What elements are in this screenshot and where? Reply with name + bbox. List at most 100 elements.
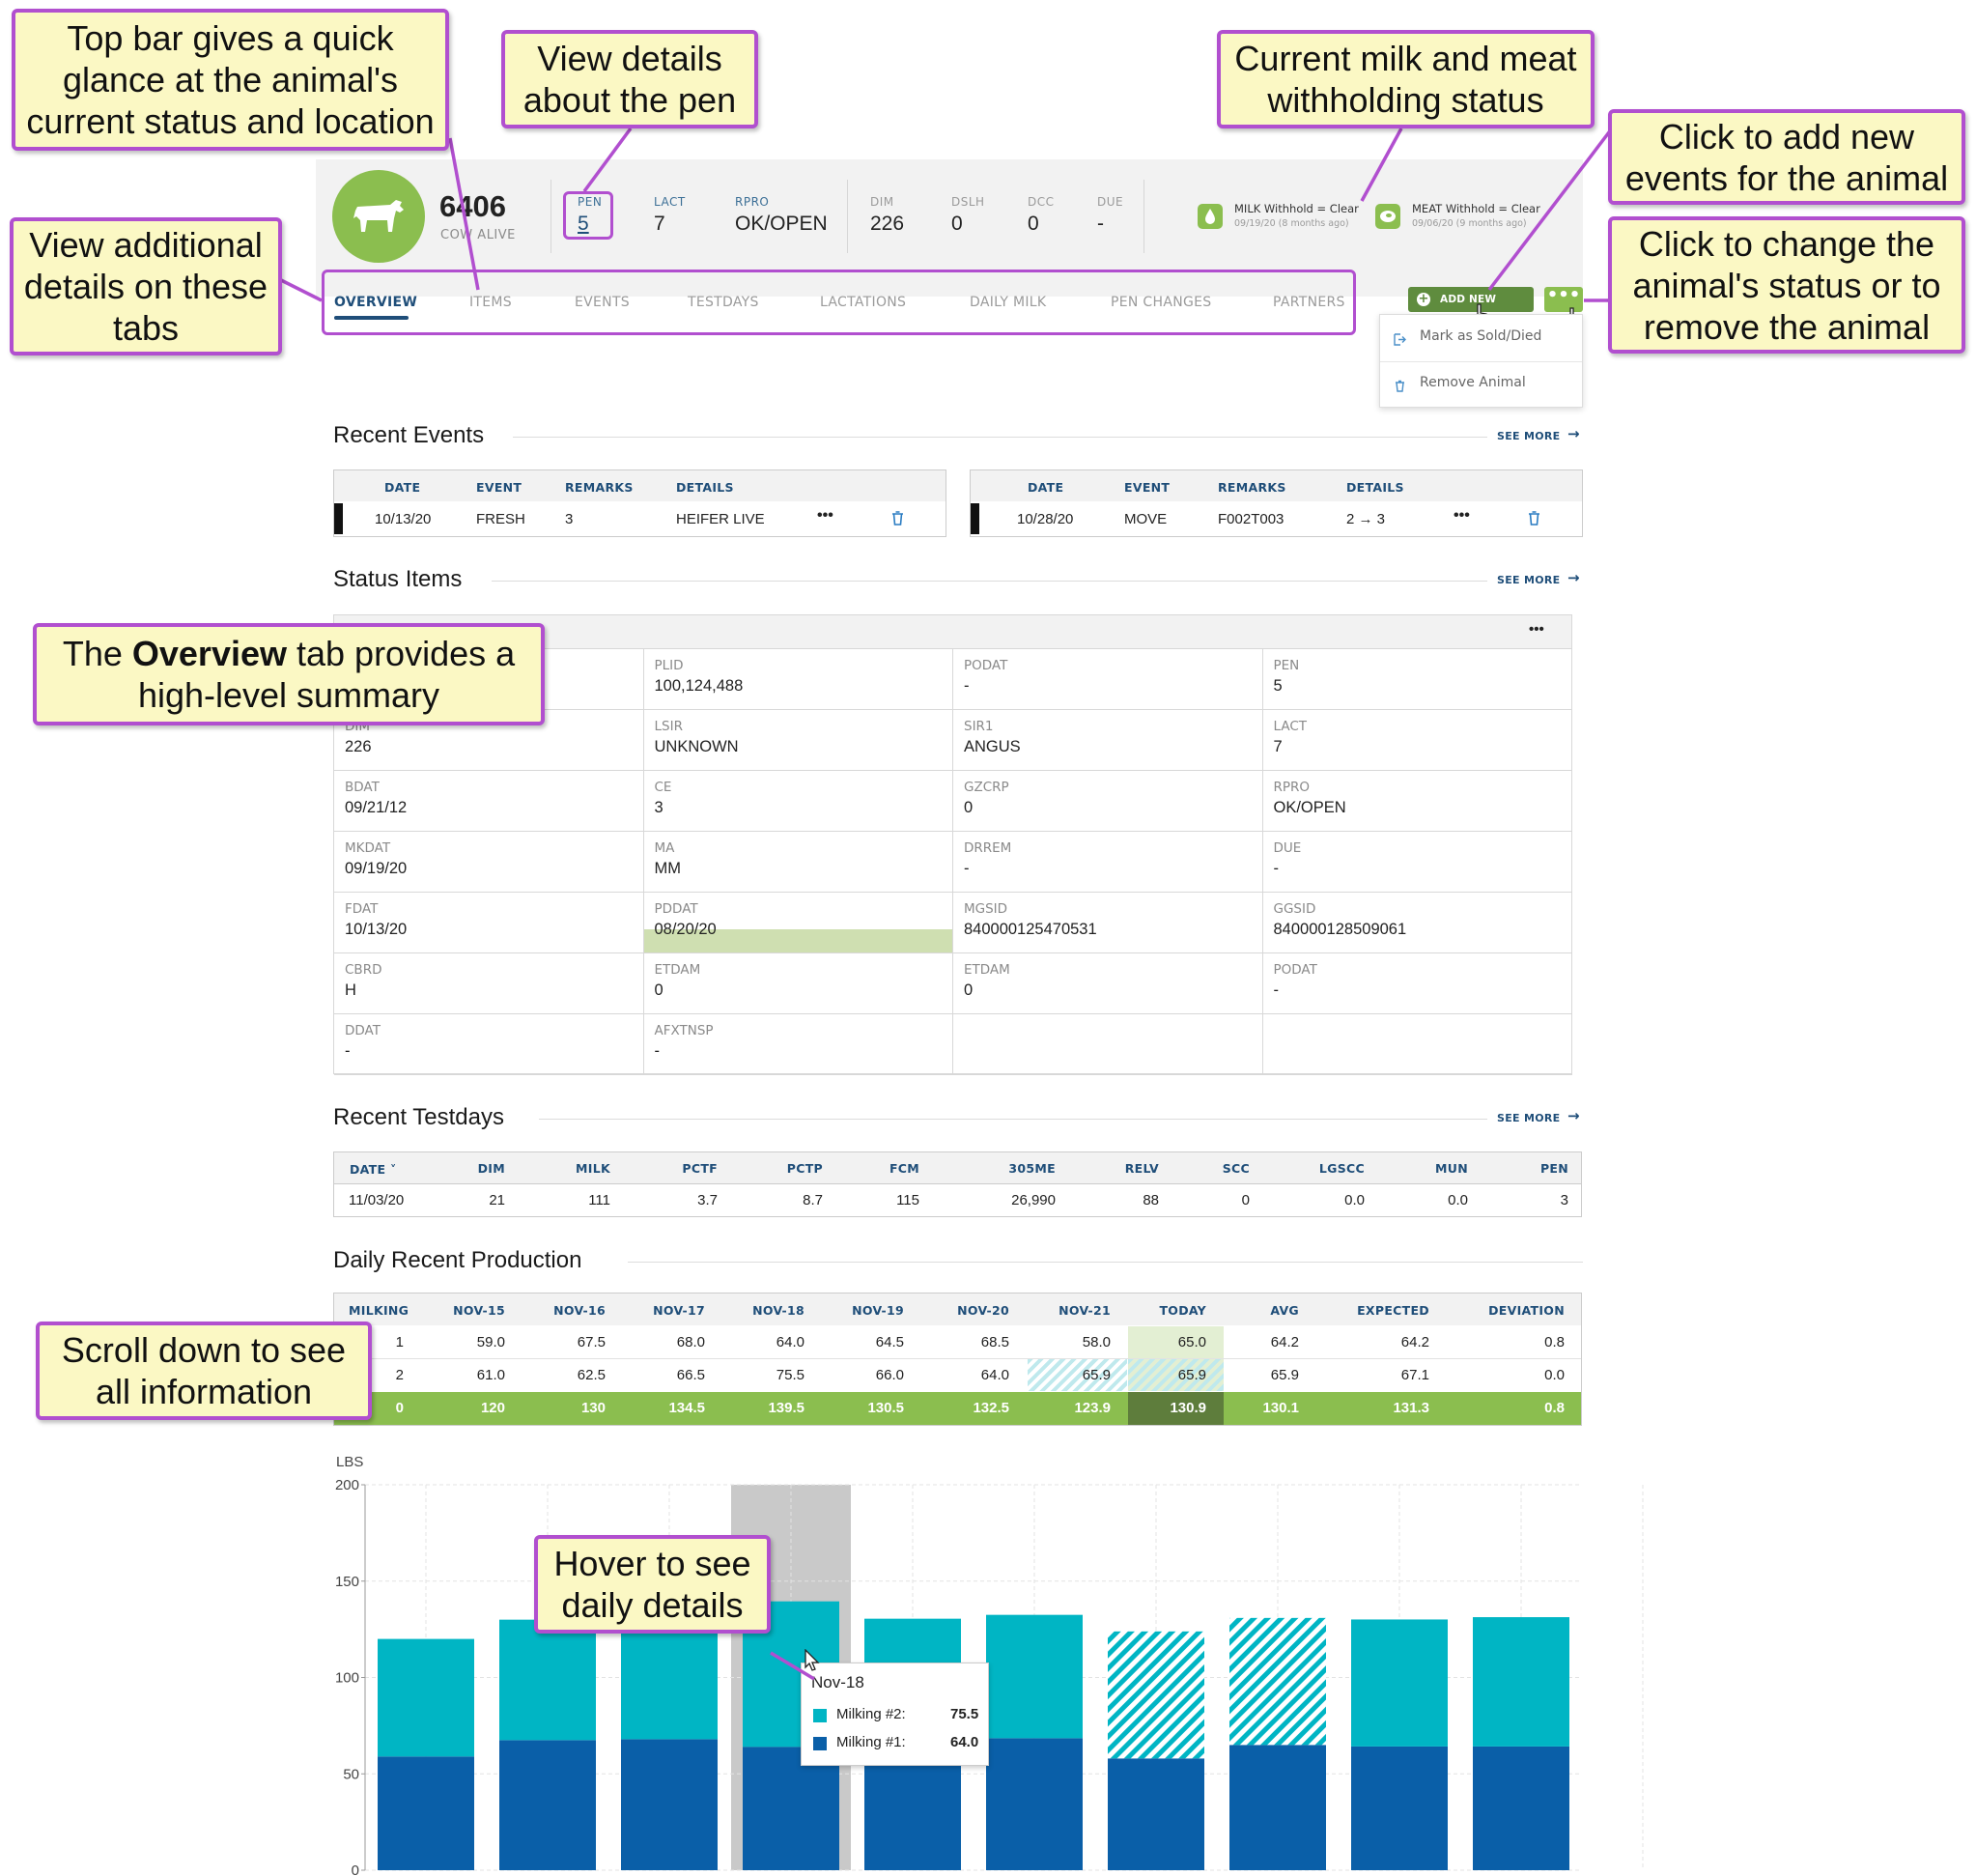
today-highlight [1128, 1326, 1224, 1358]
status-value: 09/19/20 [345, 860, 408, 877]
col-date: DATE [384, 480, 421, 495]
status-cell: DDAT - [334, 1014, 644, 1075]
remove-animal-item[interactable]: Remove Animal [1420, 375, 1526, 390]
production-col-header: NOV-21 [1059, 1303, 1111, 1318]
status-value: 840000125470531 [964, 921, 1097, 938]
tab-items[interactable]: ITEMS [469, 295, 512, 310]
production-cell: 66.5 [676, 1367, 705, 1383]
status-label: DDAT [345, 1023, 381, 1038]
col-date-sort[interactable]: DATE ˅ [350, 1162, 397, 1177]
col-details: DETAILS [676, 480, 734, 495]
tab-events[interactable]: EVENTS [575, 295, 630, 310]
chart-tooltip: Nov-18 Milking #2: 75.5 Milking #1: 64.0 [801, 1663, 989, 1766]
tab-daily-milk[interactable]: DAILY MILK [970, 295, 1047, 310]
y-tick-label: 100 [335, 1670, 359, 1687]
row-menu-button[interactable]: ••• [817, 507, 833, 524]
tooltip-value: 75.5 [950, 1706, 979, 1722]
actions-dropdown: Mark as Sold/Died Remove Animal [1379, 314, 1583, 408]
production-cell: 64.0 [980, 1367, 1009, 1383]
testday-cell: 115 [896, 1192, 919, 1208]
trash-icon[interactable] [1528, 511, 1540, 526]
tooltip-label: Milking #1: [836, 1734, 906, 1750]
rpro-label: RPRO [735, 195, 770, 209]
col-event: EVENT [476, 480, 522, 495]
production-cell: 65.9 [1177, 1367, 1206, 1383]
tab-lactations[interactable]: LACTATIONS [820, 295, 907, 310]
production-cell: 2 [395, 1367, 404, 1383]
production-cell: 68.5 [980, 1334, 1009, 1350]
callout-tabs: View additional details on these tabs [10, 217, 282, 355]
callout-pen: View details about the pen [501, 30, 758, 128]
testday-cell: 0 [1241, 1192, 1250, 1208]
status-label: ETDAM [654, 962, 701, 978]
tab-testdays[interactable]: TESTDAYS [688, 295, 759, 310]
status-value: 7 [1273, 738, 1283, 755]
status-label: GGSID [1273, 901, 1316, 917]
trash-icon[interactable] [891, 511, 904, 526]
status-value: 100,124,488 [654, 677, 744, 695]
trash-icon [1394, 378, 1406, 392]
see-more-status-link[interactable]: SEE MORE [1497, 574, 1561, 586]
see-more-testdays-link[interactable]: SEE MORE [1497, 1112, 1561, 1124]
status-label: GZCRP [964, 780, 1009, 795]
status-cell: DIM 226 [334, 710, 644, 771]
status-cell: GGSID 840000128509061 [1262, 893, 1572, 953]
status-label: ETDAM [964, 962, 1010, 978]
status-label: PODAT [1273, 962, 1317, 978]
production-cell: 64.5 [875, 1334, 904, 1350]
testday-col-header: 305ME [1008, 1161, 1056, 1176]
recent-events-title: Recent Events [333, 422, 485, 448]
row-menu-button[interactable]: ••• [1454, 507, 1470, 524]
tab-overview[interactable]: OVERVIEW [334, 295, 418, 310]
divider [1143, 180, 1144, 253]
recent-testdays-title: Recent Testdays [333, 1104, 504, 1130]
testday-cell: 88 [1143, 1192, 1159, 1208]
hatched-cell [1128, 1359, 1224, 1391]
divider [1380, 361, 1582, 362]
bar-milking-2 [499, 1619, 596, 1741]
see-more-events-link[interactable]: SEE MORE [1497, 430, 1561, 442]
testday-col-header: PCTP [786, 1161, 823, 1176]
arrow-right-icon: → [1567, 425, 1580, 442]
animal-id: 6406 [439, 189, 506, 223]
testday-col-header: MILK [576, 1161, 610, 1176]
status-label: LACT [1273, 719, 1308, 734]
due-label: DUE [1097, 195, 1124, 209]
tab-pen-changes[interactable]: PEN CHANGES [1111, 295, 1212, 310]
status-cell: ETDAM 0 [953, 953, 1263, 1014]
production-cell: 67.1 [1400, 1367, 1429, 1383]
production-cell: 0.8 [1544, 1400, 1565, 1416]
events-table-left: DATE EVENT REMARKS DETAILS 10/13/20 FRES… [333, 469, 946, 537]
production-col-header: NOV-15 [453, 1303, 505, 1318]
event-date: 10/28/20 [1017, 511, 1074, 527]
production-cell: 132.5 [973, 1400, 1009, 1416]
status-cell: ETDAM 0 [643, 953, 953, 1014]
production-col-header: NOV-20 [957, 1303, 1009, 1318]
col-date: DATE [1028, 480, 1064, 495]
status-cell: LACT 7 [1262, 710, 1572, 771]
production-col-header: NOV-17 [653, 1303, 705, 1318]
pen-link[interactable]: 5 [578, 213, 589, 235]
arrow-right-icon: → [1567, 1107, 1580, 1124]
divider [334, 1183, 1581, 1184]
status-value: ANGUS [964, 738, 1021, 755]
production-cell: 65.0 [1177, 1334, 1206, 1350]
callout-add-event: Click to add new events for the animal [1608, 109, 1965, 205]
callout-scroll: Scroll down to see all information [36, 1322, 372, 1420]
status-label: AFXTNSP [654, 1023, 714, 1038]
status-value: 5 [1273, 677, 1283, 695]
divider [847, 180, 848, 253]
mark-sold-died-item[interactable]: Mark as Sold/Died [1420, 328, 1542, 344]
status-value: - [964, 677, 970, 695]
status-cell: PDDAT 08/20/20 [643, 893, 953, 953]
more-actions-button[interactable]: ••• [1544, 287, 1583, 312]
tab-partners[interactable]: PARTNERS [1273, 295, 1345, 310]
milk-drop-icon [1198, 204, 1223, 229]
status-menu-button[interactable]: ••• [1529, 621, 1544, 638]
status-value: H [345, 981, 356, 999]
production-cell: 65.9 [1082, 1367, 1111, 1383]
bar-milking-2 [1108, 1631, 1204, 1759]
testday-col-header: FCM [889, 1161, 919, 1176]
bar-milking-2 [1473, 1617, 1569, 1747]
